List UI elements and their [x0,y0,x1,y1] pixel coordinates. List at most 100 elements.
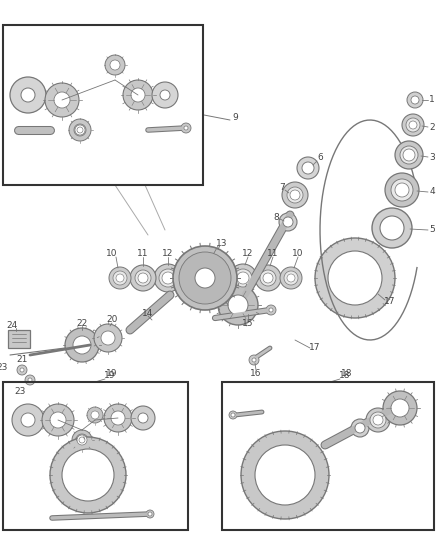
Circle shape [269,308,273,312]
Text: 10: 10 [292,249,304,259]
Circle shape [218,285,258,325]
Circle shape [252,358,256,362]
Circle shape [184,126,188,130]
Circle shape [116,274,124,282]
Circle shape [113,271,127,285]
Circle shape [159,269,177,287]
Circle shape [400,146,418,164]
Circle shape [76,434,88,446]
Circle shape [181,123,191,133]
Circle shape [91,411,99,419]
Circle shape [72,430,92,450]
Circle shape [179,252,231,304]
Circle shape [231,413,235,417]
Circle shape [355,423,365,433]
Circle shape [50,412,66,428]
Text: 17: 17 [384,297,396,306]
Text: 21: 21 [17,356,28,365]
Circle shape [282,182,308,208]
Circle shape [131,406,155,430]
Circle shape [21,413,35,427]
Circle shape [42,404,74,436]
Circle shape [391,399,409,417]
Bar [8,330,30,348]
Circle shape [366,408,390,432]
Text: 2: 2 [429,123,435,132]
Circle shape [228,295,248,315]
Circle shape [105,55,125,75]
Circle shape [10,77,46,113]
Text: 18: 18 [341,369,353,378]
Circle shape [12,404,44,436]
Circle shape [54,92,70,108]
Circle shape [391,179,413,201]
Circle shape [87,407,103,423]
Text: 24: 24 [7,320,18,329]
Circle shape [229,411,237,419]
Text: 9: 9 [232,114,238,123]
Circle shape [77,435,87,445]
Circle shape [406,118,420,132]
Text: 15: 15 [242,319,254,327]
Circle shape [229,264,257,292]
Circle shape [407,92,423,108]
Circle shape [263,273,273,283]
Circle shape [287,187,303,203]
Circle shape [249,355,259,365]
Circle shape [123,80,153,110]
Circle shape [21,88,35,102]
Circle shape [28,378,32,382]
Bar [222,382,434,530]
Circle shape [75,125,85,135]
Bar [3,382,188,530]
Circle shape [380,216,404,240]
Text: 6: 6 [317,154,323,163]
Circle shape [101,331,115,345]
Circle shape [328,251,382,305]
Circle shape [138,413,148,423]
Text: 4: 4 [429,188,435,197]
Text: 17: 17 [309,343,321,352]
Circle shape [69,119,91,141]
Circle shape [20,368,24,372]
Circle shape [109,267,131,289]
Circle shape [385,173,419,207]
Text: 12: 12 [162,249,174,259]
Circle shape [372,208,412,248]
Circle shape [195,268,215,288]
Text: 3: 3 [429,152,435,161]
Circle shape [50,437,126,513]
Circle shape [62,449,114,501]
Circle shape [131,88,145,102]
Circle shape [373,415,383,425]
Circle shape [315,238,395,318]
Circle shape [255,445,315,505]
Circle shape [94,324,122,352]
Circle shape [402,114,424,136]
Circle shape [138,273,148,283]
Circle shape [189,262,221,294]
Circle shape [255,265,281,291]
Circle shape [130,265,156,291]
Circle shape [411,96,419,104]
Text: 7: 7 [279,183,285,192]
Text: 18: 18 [339,372,351,381]
Circle shape [17,365,27,375]
Circle shape [237,272,249,284]
Circle shape [280,267,302,289]
Circle shape [284,271,298,285]
Text: 20: 20 [106,316,118,325]
Circle shape [260,270,276,286]
Circle shape [111,411,125,425]
Text: 16: 16 [250,368,262,377]
Circle shape [403,149,415,161]
Text: 1: 1 [429,95,435,104]
Circle shape [45,83,79,117]
Circle shape [154,264,182,292]
Circle shape [73,336,91,354]
Text: 10: 10 [106,249,118,259]
Text: 13: 13 [216,238,228,247]
Text: 14: 14 [142,309,154,318]
Circle shape [25,375,35,385]
Circle shape [146,510,154,518]
